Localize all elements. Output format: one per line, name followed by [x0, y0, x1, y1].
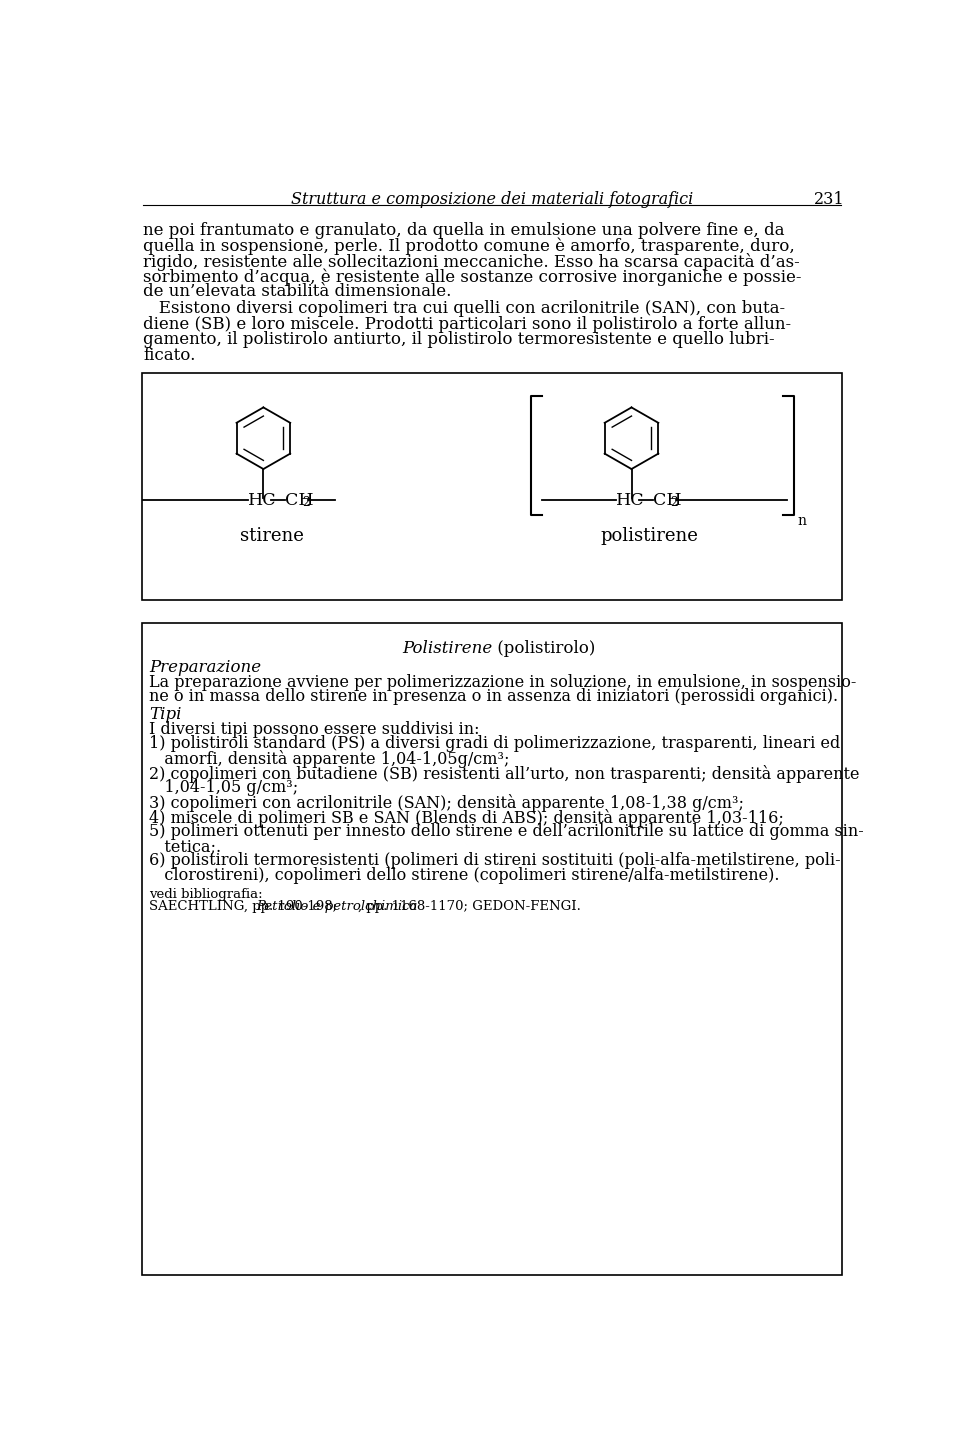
- Text: quella in sospensione, perle. Il prodotto comune è amorfo, trasparente, duro,: quella in sospensione, perle. Il prodott…: [143, 238, 795, 255]
- Text: 2: 2: [302, 496, 310, 509]
- Text: 3) copolimeri con acrilonitrile (SAN); densità apparente 1,08-1,38 g/cm³;: 3) copolimeri con acrilonitrile (SAN); d…: [150, 794, 744, 813]
- Text: CH: CH: [285, 492, 314, 509]
- Text: 1,04-1,05 g/cm³;: 1,04-1,05 g/cm³;: [150, 779, 299, 797]
- Text: sorbimento d’acqua, è resistente alle sostanze corrosive inorganiche e possie-: sorbimento d’acqua, è resistente alle so…: [143, 268, 802, 286]
- Text: 5) polimeri ottenuti per innesto dello stirene e dell’acrilonitrile su lattice d: 5) polimeri ottenuti per innesto dello s…: [150, 823, 864, 840]
- Text: Esistono diversi copolimeri tra cui quelli con acrilonitrile (SAN), con buta-: Esistono diversi copolimeri tra cui quel…: [143, 300, 785, 318]
- Text: vedi bibliografia:: vedi bibliografia:: [150, 888, 263, 901]
- Text: ne poi frantumato e granulato, da quella in emulsione una polvere fine e, da: ne poi frantumato e granulato, da quella…: [143, 222, 784, 239]
- Text: clorostireni), copolimeri dello stirene (copolimeri stirene/alfa-metilstirene).: clorostireni), copolimeri dello stirene …: [150, 868, 780, 884]
- Text: n: n: [798, 514, 806, 528]
- Text: , pp. 1168-1170; GEDON-FENGI.: , pp. 1168-1170; GEDON-FENGI.: [358, 900, 581, 913]
- Text: tetica;.: tetica;.: [150, 837, 222, 855]
- Text: 231: 231: [814, 192, 845, 207]
- Text: I diversi tipi possono essere suddivisi in:: I diversi tipi possono essere suddivisi …: [150, 721, 480, 737]
- Text: HC: HC: [248, 492, 276, 509]
- Text: rigido, resistente alle sollecitazioni meccaniche. Esso ha scarsa capacità d’as-: rigido, resistente alle sollecitazioni m…: [143, 252, 800, 271]
- Text: SAECHTLING, pp. 190-198;: SAECHTLING, pp. 190-198;: [150, 900, 342, 913]
- Text: 6) polistiroli termoresistenti (polimeri di stireni sostituiti (poli-alfa-metils: 6) polistiroli termoresistenti (polimeri…: [150, 853, 841, 869]
- Text: 2: 2: [670, 496, 678, 509]
- Text: gamento, il polistirolo antiurto, il polistirolo termoresistente e quello lubri-: gamento, il polistirolo antiurto, il pol…: [143, 331, 775, 348]
- Text: stirene: stirene: [240, 527, 304, 544]
- Text: CH: CH: [653, 492, 682, 509]
- Text: La preparazione avviene per polimerizzazione in soluzione, in emulsione, in sosp: La preparazione avviene per polimerizzaz…: [150, 673, 857, 691]
- Bar: [142, 622, 842, 1275]
- Text: Preparazione: Preparazione: [150, 659, 261, 676]
- Text: Struttura e composizione dei materiali fotografici: Struttura e composizione dei materiali f…: [291, 192, 693, 207]
- Bar: [142, 373, 842, 599]
- Text: 1) polistiroli standard (PS) a diversi gradi di polimerizzazione, trasparenti, l: 1) polistiroli standard (PS) a diversi g…: [150, 736, 841, 753]
- Text: 2) copolimeri con butadiene (SB) resistenti all’urto, non trasparenti; densità a: 2) copolimeri con butadiene (SB) resiste…: [150, 765, 860, 782]
- Text: HC: HC: [616, 492, 644, 509]
- Text: Petrolio e petrolchimica: Petrolio e petrolchimica: [256, 900, 418, 913]
- Text: amorfi, densità apparente 1,04-1,05g/cm³;: amorfi, densità apparente 1,04-1,05g/cm³…: [150, 750, 510, 768]
- Text: diene (SB) e loro miscele. Prodotti particolari sono il polistirolo a forte allu: diene (SB) e loro miscele. Prodotti part…: [143, 316, 791, 332]
- Text: de un’elevata stabilità dimensionale.: de un’elevata stabilità dimensionale.: [143, 283, 451, 300]
- Text: (polistirolo): (polistirolo): [492, 640, 595, 657]
- Text: ficato.: ficato.: [143, 347, 196, 364]
- Text: Tipi: Tipi: [150, 707, 182, 723]
- Text: 4) miscele di polimeri SB e SAN (Blends di ABS); densità apparente 1,03-116;: 4) miscele di polimeri SB e SAN (Blends …: [150, 808, 784, 827]
- Text: polistirene: polistirene: [601, 527, 698, 544]
- Text: ne o in massa dello stirene in presenza o in assenza di iniziatori (perossidi or: ne o in massa dello stirene in presenza …: [150, 688, 839, 705]
- Text: Polistirene: Polistirene: [401, 640, 492, 657]
